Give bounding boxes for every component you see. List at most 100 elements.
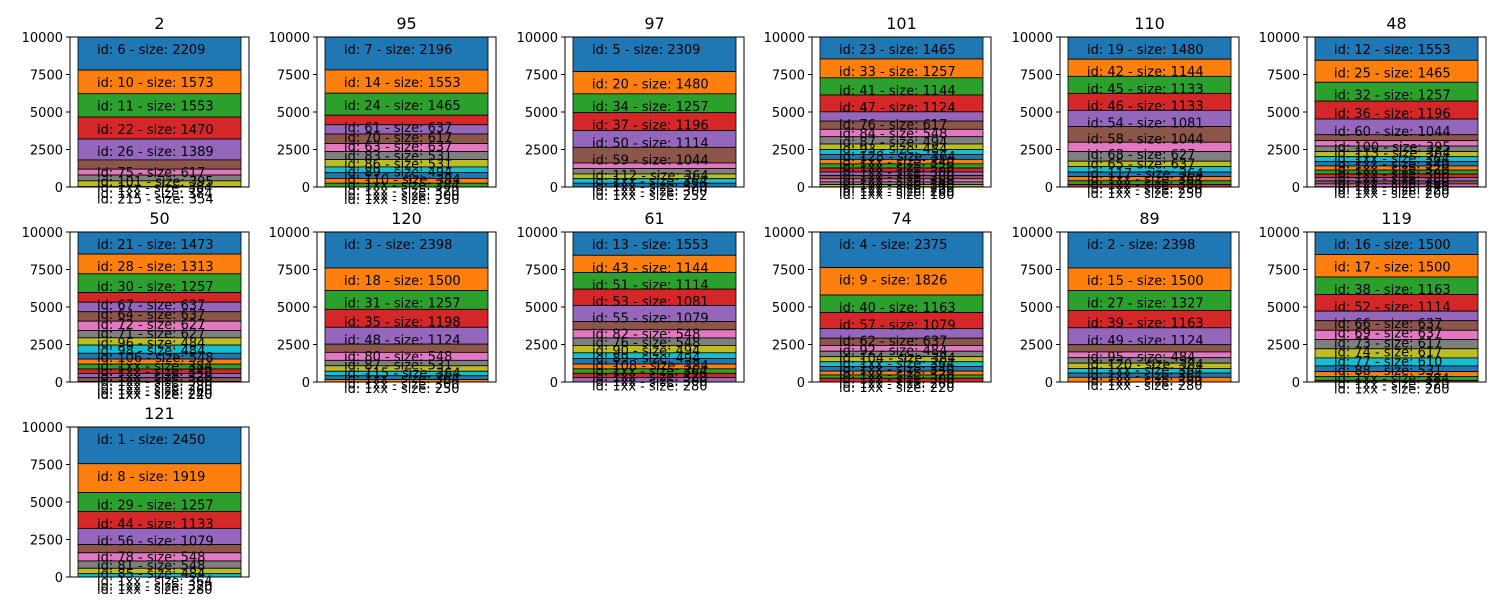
- y-tick-label: 5000: [772, 106, 805, 121]
- segment-label: id: 1xx - size: 300: [344, 189, 460, 204]
- panel-title: 61: [644, 209, 664, 228]
- y-tick-label: 7500: [1020, 69, 1053, 84]
- stacked-bar: [77, 231, 242, 383]
- segment-label: id: 1xx - size: 280: [97, 379, 213, 394]
- y-tick-label: 2500: [525, 339, 558, 354]
- segment-label: id: 1xx - size: 300: [344, 377, 460, 392]
- panel-title: 97: [644, 14, 664, 33]
- segment-label: id: 1xx - size: 364: [344, 372, 460, 387]
- panel-title: 120: [391, 209, 422, 228]
- segment-label: id: 117 - size: 364: [1087, 167, 1204, 182]
- y-tick-label: 10000: [269, 226, 310, 241]
- segment-label: id: 22 - size: 1470: [97, 123, 214, 138]
- segment-label: id: 34 - size: 1257: [592, 100, 709, 115]
- segment-label: id: 1xx - size: 240: [839, 178, 955, 193]
- segment-label: id: 24 - size: 1465: [344, 99, 461, 114]
- segment-label: id: 18 - size: 1500: [344, 274, 461, 289]
- segment-label: id: 30 - size: 1257: [97, 280, 214, 295]
- panel-title: 2: [154, 14, 164, 33]
- y-tick-label: 5000: [277, 301, 310, 316]
- panel-48: 48 id: 12 - size: 1553 id: 25 - size: 1465…: [1259, 14, 1487, 202]
- segment-label: id: 4 - size: 2375: [839, 238, 947, 253]
- stacked-bar: [324, 231, 489, 383]
- segment-label: id: 13 - size: 1553: [592, 238, 709, 253]
- segment-label: id: 60 - size: 1044: [1334, 125, 1451, 140]
- segment-label: id: 8 - size: 1919: [97, 470, 205, 485]
- segment-label: id: 35 - size: 1198: [344, 315, 461, 330]
- segment-label: id: 64 - size: 637: [97, 308, 205, 323]
- panel-title: 121: [144, 404, 175, 423]
- segment-label: id: 96 - size: 484: [97, 337, 205, 352]
- segment-label: id: 115 - size: 364: [344, 366, 461, 381]
- segment-label: id: 31 - size: 1257: [344, 296, 461, 311]
- panel-101: 101 id: 23 - size: 1465 id: 33 - size: 125…: [764, 14, 992, 203]
- segment-label: id: 1xx - size: 280: [1087, 183, 1203, 198]
- segment-label: id: 108 - size: 384: [592, 359, 709, 374]
- segment-label: id: 33 - size: 1257: [839, 65, 956, 80]
- segment-label: id: 1xx - size: 320: [839, 368, 955, 383]
- y-tick-label: 10000: [1259, 31, 1300, 46]
- segment-label: id: 1xx - size: 384: [97, 181, 213, 196]
- stacked-bar: [324, 36, 489, 188]
- bar-segment: [77, 36, 242, 71]
- segment-label: id: 1xx - size: 320: [1334, 163, 1450, 178]
- segment-label: id: 1xx - size: 280: [97, 583, 213, 598]
- segment-label: id: 1xx - size: 364: [839, 357, 955, 372]
- segment-label: id: 1xx - size: 340: [839, 363, 955, 378]
- stacked-bar: [1314, 36, 1479, 188]
- segment-label: id: 1xx - size: 384: [97, 359, 213, 374]
- segment-label: id: 1xx - size: 320: [97, 580, 213, 595]
- segment-label: id: 53 - size: 1081: [592, 295, 709, 310]
- y-tick-label: 7500: [30, 69, 63, 84]
- segment-label: id: 1 - size: 2450: [97, 433, 205, 448]
- segment-label: id: 112 - size: 364: [592, 169, 709, 184]
- bar-segment: [77, 463, 242, 493]
- segment-label: id: 89 - size: 494: [344, 166, 452, 181]
- segment-label: id: 87 - size: 494: [839, 135, 947, 150]
- panel-74: 74 id: 4 - size: 2375 id: 9 - size: 1826 id…: [764, 209, 992, 396]
- panel-title: 50: [149, 209, 169, 228]
- panel-2: 2 id: 6 - size: 2209 id: 10 - size: 1573 id…: [22, 14, 250, 208]
- segment-label: id: 1xx - size: 260: [839, 377, 955, 392]
- bar-segment: [1067, 231, 1232, 269]
- segment-label: id: 101 - size: 395: [97, 175, 214, 190]
- y-tick-label: 10000: [1259, 226, 1300, 241]
- y-tick-label: 10000: [22, 226, 63, 241]
- panel-95: 95 id: 7 - size: 2196 id: 14 - size: 1553 i…: [269, 14, 497, 208]
- segment-label: id: 1xx - size: 300: [839, 165, 955, 180]
- segment-label: id: 36 - size: 1196: [1334, 107, 1451, 122]
- segment-label: id: 37 - size: 1196: [592, 119, 709, 134]
- stacked-bar: [1067, 231, 1232, 383]
- segment-label: id: 90 - size: 494: [592, 344, 700, 359]
- panel-61: 61 id: 13 - size: 1553 id: 43 - size: 1144…: [517, 209, 745, 394]
- segment-label: id: 1xx - size: 260: [97, 384, 213, 399]
- segment-label: id: 1xx - size: 280: [1334, 382, 1450, 397]
- segment-label: id: 69 - size: 637: [1334, 327, 1442, 342]
- y-tick-label: 10000: [22, 421, 63, 436]
- segment-label: id: 19 - size: 1480: [1087, 43, 1204, 58]
- segment-label: id: 1xx - size: 250: [344, 193, 460, 208]
- segment-label: id: 43 - size: 1144: [592, 261, 709, 276]
- segment-label: id: 39 - size: 1163: [1087, 316, 1204, 331]
- segment-label: id: 32 - size: 1257: [1334, 88, 1451, 103]
- segment-label: id: 1xx - size: 300: [592, 185, 708, 200]
- y-tick-label: 7500: [525, 69, 558, 84]
- segment-label: id: 1xx - size: 240: [1334, 180, 1450, 195]
- y-tick-label: 2500: [1267, 339, 1300, 354]
- segment-label: id: 113 - size: 364: [1334, 147, 1451, 162]
- panel-title: 95: [396, 14, 416, 33]
- y-tick-label: 0: [797, 181, 805, 196]
- stacked-bar: [819, 231, 984, 383]
- segment-label: id: 3 - size: 2398: [344, 238, 452, 253]
- segment-label: id: 72 - size: 627: [97, 318, 205, 333]
- segment-label: id: 1xx - size: 260: [839, 174, 955, 189]
- segment-label: id: 89 - size: 494: [592, 351, 700, 366]
- y-tick-label: 2500: [30, 534, 63, 549]
- panel-121: 121 id: 1 - size: 2450 id: 8 - size: 1919 i…: [22, 404, 250, 598]
- segment-label: id: 1xx - size: 300: [1334, 167, 1450, 182]
- segment-label: id: 1xx - size: 364: [1087, 369, 1203, 384]
- segment-label: id: 1xx - size: 384: [344, 179, 460, 194]
- y-tick-label: 5000: [525, 301, 558, 316]
- segment-label: id: 1xx - size: 364: [1334, 152, 1450, 167]
